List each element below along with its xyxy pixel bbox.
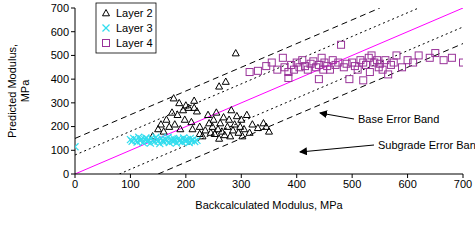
svg-text:0: 0 — [72, 178, 78, 190]
svg-text:Layer 4: Layer 4 — [116, 37, 153, 49]
svg-text:Layer 2: Layer 2 — [116, 7, 153, 19]
svg-text:200: 200 — [177, 178, 195, 190]
svg-text:200: 200 — [51, 120, 69, 132]
svg-text:Layer 3: Layer 3 — [116, 22, 153, 34]
svg-text:600: 600 — [398, 178, 416, 190]
svg-text:500: 500 — [343, 178, 361, 190]
svg-text:Base Error Band: Base Error Band — [358, 113, 439, 125]
svg-text:Predicted Modulus,MPa: Predicted Modulus,MPa — [8, 44, 31, 138]
svg-text:600: 600 — [51, 26, 69, 38]
svg-text:Backcalculated Modulus, MPa: Backcalculated Modulus, MPa — [195, 199, 343, 211]
svg-text:100: 100 — [121, 178, 139, 190]
svg-text:500: 500 — [51, 49, 69, 61]
svg-text:700: 700 — [51, 2, 69, 14]
svg-text:0: 0 — [63, 168, 69, 180]
svg-text:300: 300 — [232, 178, 250, 190]
svg-text:Subgrade Error Band: Subgrade Error Band — [378, 139, 467, 151]
svg-text:400: 400 — [51, 73, 69, 85]
svg-text:300: 300 — [51, 97, 69, 109]
svg-text:700: 700 — [454, 178, 467, 190]
svg-text:100: 100 — [51, 144, 69, 156]
svg-text:400: 400 — [288, 178, 306, 190]
